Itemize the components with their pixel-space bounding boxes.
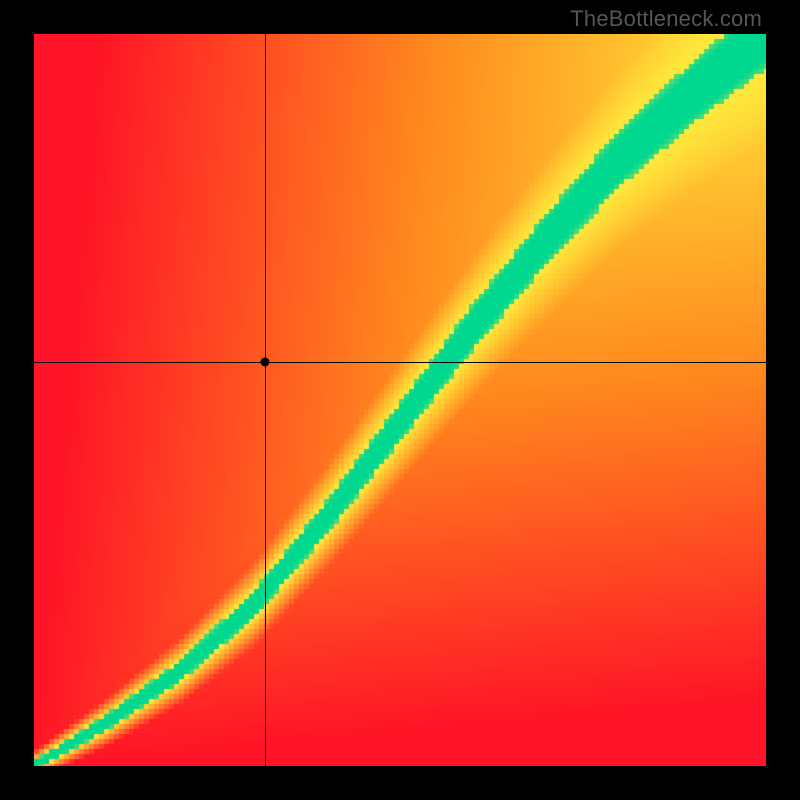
watermark-text: TheBottleneck.com <box>570 6 762 32</box>
crosshair-vertical <box>265 34 266 766</box>
heatmap-canvas <box>34 34 766 766</box>
crosshair-horizontal <box>34 362 766 363</box>
crosshair-marker <box>260 357 269 366</box>
plot-area <box>34 34 766 766</box>
